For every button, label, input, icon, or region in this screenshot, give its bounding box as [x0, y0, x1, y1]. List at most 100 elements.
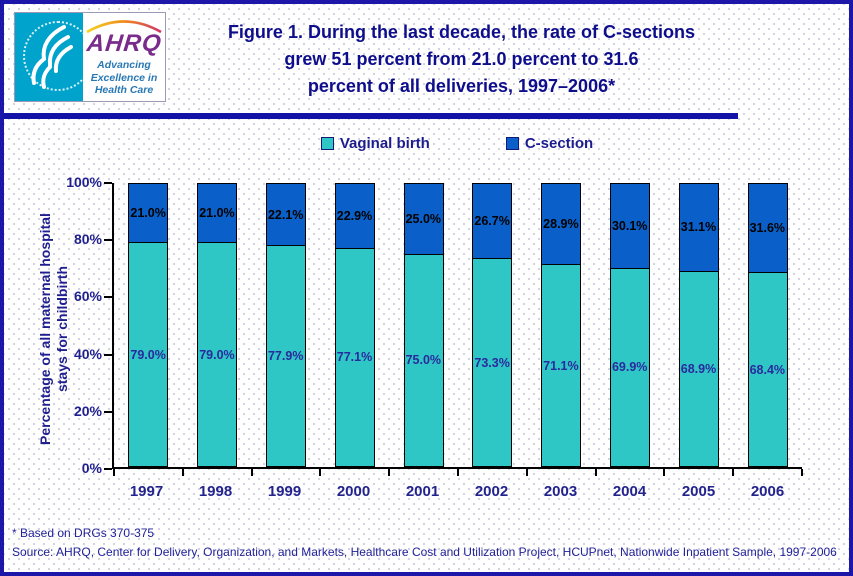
x-tick-label: 2004 [612, 483, 647, 500]
header-divider-rule [4, 113, 738, 119]
stacked-bar-1997: 21.0% 79.0% [128, 183, 169, 467]
bar-segment-vaginal-birth: 75.0% [404, 254, 443, 466]
y-axis-tick [104, 182, 112, 184]
bar-segment-vaginal-birth: 77.1% [335, 248, 374, 466]
bar-group-1998: 21.0% 79.0% [183, 183, 252, 467]
hhs-logo-panel [15, 13, 93, 101]
bar-value-label: 31.6% [749, 221, 786, 236]
footnote-drg: * Based on DRGs 370-375 [12, 526, 155, 540]
y-tick-label: 0% [81, 460, 102, 476]
x-tick-label: 1998 [198, 483, 233, 500]
bar-segment-c-section: 26.7% [473, 184, 512, 260]
x-tick-label: 2000 [336, 483, 371, 500]
stacked-bar-2002: 26.7% 73.3% [472, 183, 513, 467]
x-axis-tick [319, 469, 322, 476]
bar-value-label: 31.1% [680, 220, 717, 235]
x-axis-tick [732, 469, 735, 476]
y-axis-tick-labels: 0% 20% 40% 60% 80% 100% [34, 174, 102, 476]
y-tick-label: 100% [66, 174, 102, 190]
y-axis-tick [104, 353, 112, 356]
bar-segment-c-section: 22.1% [266, 184, 305, 247]
bar-segment-c-section: 30.1% [610, 184, 649, 269]
bar-value-label: 25.0% [405, 211, 442, 226]
figure-title-line: percent of all deliveries, 1997–2006* [307, 76, 616, 96]
bar-value-label: 73.3% [474, 355, 510, 370]
bar-value-label: 68.9% [680, 361, 717, 376]
y-axis-tick [104, 468, 112, 470]
legend-entry-c-section: C-section [505, 135, 593, 152]
x-tick-label: 1997 [129, 483, 164, 500]
legend-entry-vaginal-birth: Vaginal birth [320, 135, 430, 152]
bar-segment-c-section: 21.0% [129, 184, 168, 244]
legend-swatch-c-section [505, 137, 519, 150]
stacked-bar-2000: 22.9% 77.1% [334, 183, 375, 467]
x-tick-label: 2002 [474, 483, 509, 500]
bar-segment-vaginal-birth: 73.3% [473, 259, 512, 466]
x-axis-tick [181, 469, 184, 476]
y-axis-tick [104, 410, 112, 413]
stacked-bar-1999: 22.1% 77.9% [265, 183, 306, 467]
bar-segment-vaginal-birth: 71.1% [542, 265, 581, 466]
rainbow-arc-icon [86, 20, 162, 34]
x-tick-label: 1999 [267, 483, 302, 500]
bar-segment-vaginal-birth: 68.9% [679, 271, 718, 466]
x-axis-tick [525, 469, 528, 476]
bar-value-label: 77.1% [336, 350, 373, 365]
bar-group-1997: 21.0% 79.0% [114, 183, 183, 467]
x-axis-tick-labels: 1997 1998 1999 2000 2001 2002 2003 2004 2005 2006 [112, 483, 802, 500]
footnote-source: Source: AHRQ, Center for Delivery, Organ… [12, 545, 837, 559]
bar-value-label: 26.7% [474, 214, 510, 229]
bar-value-label: 21.0% [199, 206, 235, 221]
bar-segment-vaginal-birth: 77.9% [266, 246, 305, 466]
x-axis-tick [388, 469, 391, 476]
figure-title-line: Figure 1. During the last decade, the ra… [227, 22, 696, 42]
bar-group-1999: 22.1% 77.9% [252, 183, 321, 467]
stacked-bar-2003: 28.9% 71.1% [541, 183, 582, 467]
logo-tagline-line: Health Care [94, 84, 154, 97]
y-axis-tick [104, 296, 112, 299]
figure-title: Figure 1. During the last decade, the ra… [84, 19, 839, 100]
bar-group-2005: 31.1% 68.9% [664, 183, 733, 467]
bar-value-label: 75.0% [405, 353, 442, 368]
bar-segment-vaginal-birth: 69.9% [610, 268, 649, 466]
bar-segment-c-section: 31.1% [679, 184, 718, 272]
x-tick-label: 2005 [681, 483, 716, 500]
bar-value-label: 79.0% [130, 347, 166, 362]
stacked-bar-2006: 31.6% 68.4% [747, 183, 788, 467]
chart-legend: Vaginal birth C-section [112, 135, 802, 152]
legend-swatch-vaginal-birth [320, 137, 334, 150]
stacked-bar-2001: 25.0% 75.0% [403, 183, 444, 467]
y-tick-label: 40% [73, 345, 102, 362]
bar-segment-c-section: 28.9% [542, 184, 581, 266]
bar-value-label: 68.4% [749, 362, 786, 377]
hhs-seal-ring [23, 21, 93, 91]
bar-value-label: 71.1% [543, 358, 579, 373]
y-axis-tick [104, 239, 112, 242]
stacked-bar-2004: 30.1% 69.9% [609, 183, 650, 467]
bar-segment-c-section: 25.0% [404, 184, 443, 255]
stacked-bar-1998: 21.0% 79.0% [197, 183, 238, 467]
y-tick-label: 20% [73, 402, 102, 419]
logo-tagline-line: Excellence in [90, 71, 158, 84]
bar-group-2002: 26.7% 73.3% [458, 183, 527, 467]
y-tick-label: 80% [73, 231, 102, 248]
bar-group-2000: 22.9% 77.1% [320, 183, 389, 467]
ahrq-logo-text-panel: AHRQ Advancing Excellence in Health Care [83, 13, 165, 101]
x-axis-tick [113, 469, 115, 476]
bar-value-label: 21.0% [130, 206, 166, 221]
plot-area: 21.0% 79.0% 21.0% 79.0% 22.1% 77.9% 22.9% 77.1%… [104, 182, 803, 476]
bar-value-label: 22.1% [267, 207, 304, 222]
bar-value-label: 22.9% [336, 208, 373, 223]
x-axis-tick [663, 469, 666, 476]
bar-value-label: 77.9% [267, 349, 304, 364]
x-axis-tick [594, 469, 597, 476]
bar-segment-c-section: 21.0% [198, 184, 237, 244]
bar-group-2004: 30.1% 69.9% [596, 183, 665, 467]
bar-value-label: 79.0% [199, 347, 235, 362]
x-tick-label: 2001 [405, 483, 440, 500]
x-axis-tick [801, 469, 803, 476]
bar-group-2003: 28.9% 71.1% [527, 183, 596, 467]
bar-segment-vaginal-birth: 68.4% [748, 273, 787, 466]
bar-segment-vaginal-birth: 79.0% [198, 243, 237, 466]
